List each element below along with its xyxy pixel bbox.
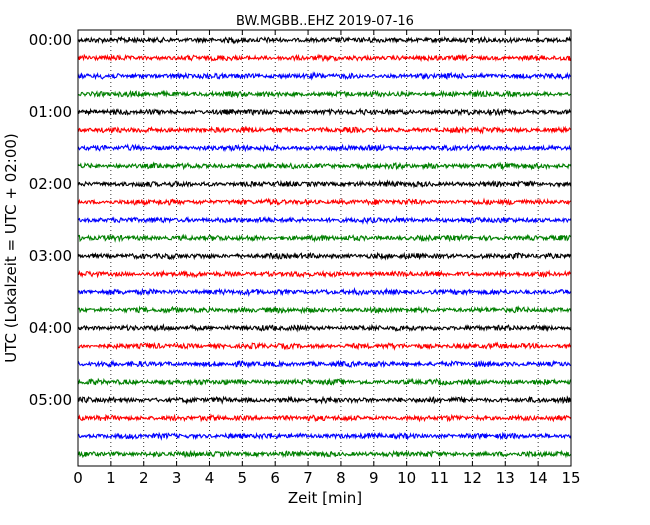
y-tick-label: 05:00 — [29, 391, 72, 409]
trace-line — [77, 179, 572, 189]
trace-line — [77, 89, 571, 99]
trace-line — [77, 431, 572, 441]
x-tick-label: 1 — [106, 469, 116, 487]
x-tick-label: 13 — [496, 469, 515, 487]
x-axis-label: Zeit [min] — [288, 489, 362, 507]
y-tick-label: 04:00 — [29, 319, 72, 337]
x-tick-label: 15 — [561, 469, 580, 487]
y-tick-label: 02:00 — [29, 175, 72, 193]
y-tick-label: 01:00 — [29, 103, 72, 121]
x-tick-label: 11 — [430, 469, 449, 487]
x-tick-label: 3 — [172, 469, 182, 487]
x-tick-label: 0 — [73, 469, 83, 487]
trace-line — [77, 286, 572, 298]
x-tick-label: 5 — [238, 469, 248, 487]
trace-line — [77, 377, 572, 387]
x-tick-label: 9 — [369, 469, 379, 487]
x-tick-label: 14 — [529, 469, 548, 487]
trace-line — [77, 413, 572, 423]
trace-line — [77, 305, 572, 315]
trace-line — [77, 35, 572, 45]
trace-line — [77, 251, 572, 261]
trace-line — [77, 197, 572, 207]
y-tick-label: 03:00 — [29, 247, 72, 265]
y-tick-label: 00:00 — [29, 31, 72, 49]
grid-lines — [110, 30, 539, 466]
plot-frame — [77, 29, 572, 467]
chart-title: BW.MGBB..EHZ 2019-07-16 — [236, 14, 414, 29]
trace-line — [77, 449, 572, 459]
trace-line — [77, 161, 572, 171]
trace-line — [77, 359, 571, 369]
trace-line — [77, 323, 571, 333]
seismic-traces — [77, 35, 572, 459]
trace-line — [77, 395, 572, 405]
y-axis-ticks: 00:00 01:00 02:00 03:00 04:00 05:00 — [29, 31, 571, 409]
x-tick-label: 10 — [397, 469, 416, 487]
x-axis-ticks: 0 1 2 3 4 5 6 7 8 9 10 11 12 13 14 15 — [73, 30, 581, 487]
trace-line — [77, 233, 572, 243]
x-tick-label: 6 — [270, 469, 280, 487]
x-tick-label: 7 — [303, 469, 313, 487]
x-tick-label: 8 — [336, 469, 346, 487]
trace-line — [77, 125, 572, 135]
trace-line — [77, 143, 572, 153]
trace-line — [77, 53, 572, 63]
trace-line — [77, 269, 572, 279]
trace-line — [77, 71, 572, 81]
x-tick-label: 4 — [205, 469, 215, 487]
x-tick-label: 12 — [463, 469, 482, 487]
trace-line — [77, 107, 572, 117]
trace-line — [77, 215, 572, 225]
trace-line — [77, 341, 572, 351]
x-tick-label: 2 — [139, 469, 149, 487]
y-axis-label: UTC (Lokalzeit = UTC + 02:00) — [2, 133, 20, 363]
